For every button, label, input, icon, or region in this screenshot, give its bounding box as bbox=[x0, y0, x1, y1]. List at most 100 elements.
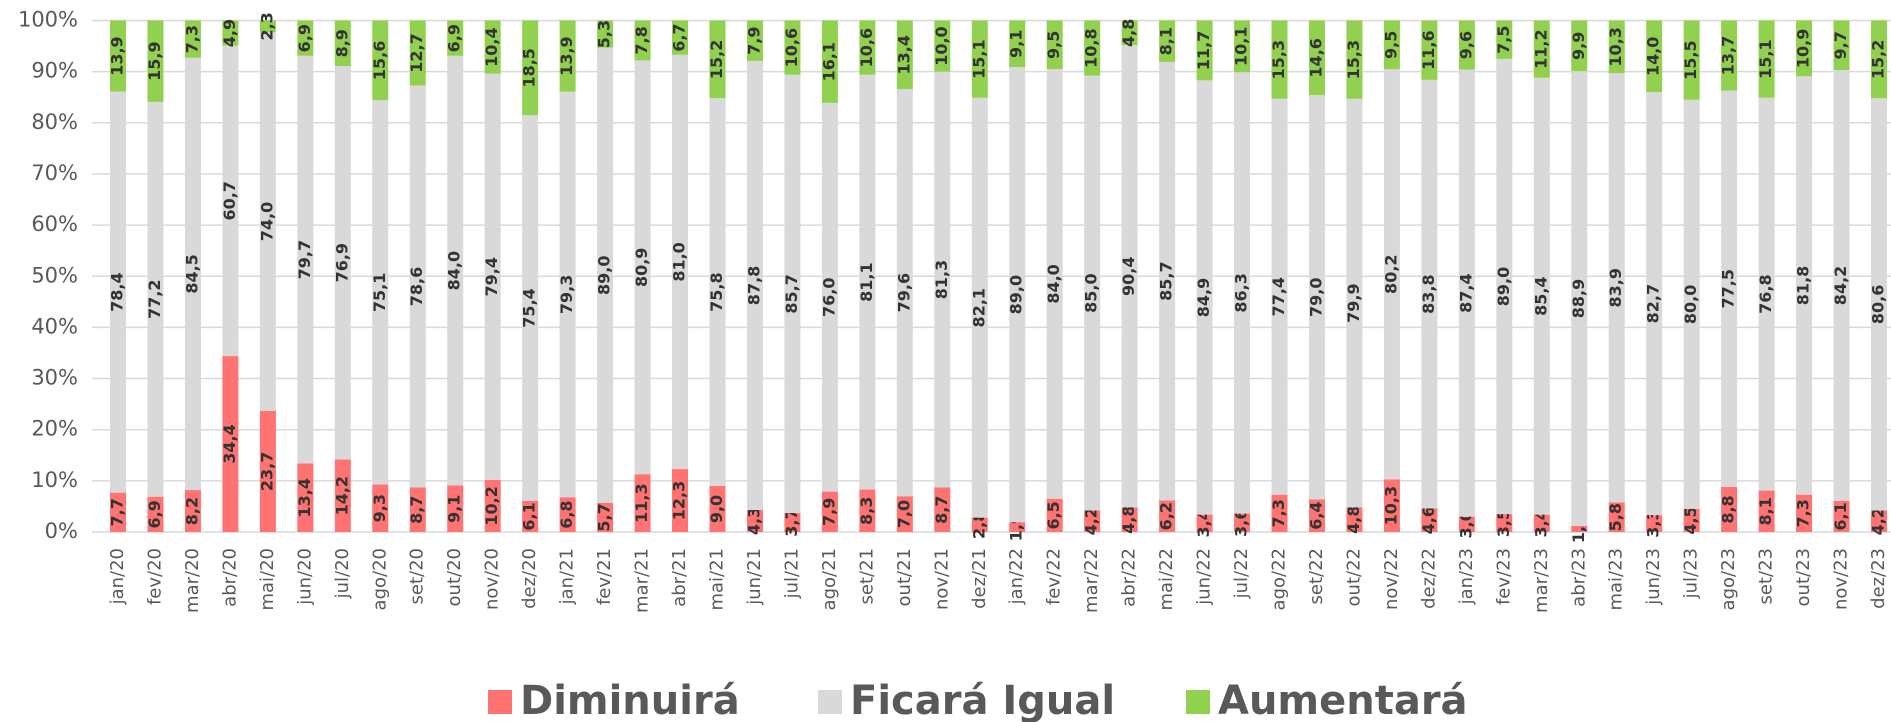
bar-segment bbox=[1571, 20, 1588, 72]
bar-segment bbox=[147, 496, 164, 532]
data-label: 79,6 bbox=[894, 273, 913, 312]
x-tick-label: fev/21 bbox=[594, 548, 615, 605]
data-label: 4,8 bbox=[1119, 19, 1138, 47]
data-label: 80,9 bbox=[632, 248, 651, 287]
bar-segment bbox=[1833, 500, 1850, 532]
bar-segment bbox=[147, 20, 164, 102]
bar-segment bbox=[746, 510, 763, 532]
x-tick-label: dez/23 bbox=[1868, 548, 1889, 609]
bar-segment bbox=[634, 60, 651, 475]
data-label: 14,0 bbox=[1644, 37, 1663, 76]
data-label: 87,8 bbox=[744, 266, 763, 305]
bar-segment bbox=[1271, 20, 1288, 99]
legend-label: Aumentará bbox=[1218, 678, 1468, 722]
data-label: 4,8 bbox=[1119, 506, 1138, 534]
data-label: 87,4 bbox=[1456, 273, 1475, 312]
bar-segment bbox=[1308, 499, 1325, 532]
data-label: 9,6 bbox=[1456, 31, 1475, 59]
data-label: 4,2 bbox=[1869, 507, 1888, 535]
data-label: 85,0 bbox=[1082, 273, 1101, 312]
data-label: 7,3 bbox=[1269, 499, 1288, 527]
data-label: 84,9 bbox=[1194, 278, 1213, 317]
bar-segment bbox=[1758, 20, 1775, 98]
x-tick-label: mar/20 bbox=[182, 548, 203, 613]
bar-segment bbox=[1196, 20, 1213, 81]
bar-segment bbox=[447, 20, 464, 56]
bar-segment bbox=[1383, 479, 1400, 532]
x-tick-label: out/22 bbox=[1343, 548, 1364, 606]
bar-segment bbox=[184, 57, 201, 491]
data-label: 84,2 bbox=[1831, 266, 1850, 305]
data-label: 15,1 bbox=[1756, 39, 1775, 78]
data-label: 80,2 bbox=[1381, 254, 1400, 293]
data-label: 9,1 bbox=[1007, 30, 1026, 58]
bar-segment bbox=[784, 20, 801, 75]
data-label: 15,3 bbox=[1269, 40, 1288, 79]
data-label: 10,3 bbox=[1381, 486, 1400, 525]
legend-swatch bbox=[488, 690, 512, 714]
data-label: 7,7 bbox=[108, 498, 127, 526]
data-label: 84,0 bbox=[445, 251, 464, 290]
data-label: 74,0 bbox=[257, 202, 276, 241]
bar-segment bbox=[1871, 510, 1887, 532]
x-tick-label: jun/21 bbox=[744, 548, 765, 606]
y-tick-label: 80% bbox=[31, 110, 78, 134]
bar-segment bbox=[971, 20, 988, 98]
data-label: 15,5 bbox=[1681, 40, 1700, 79]
data-label: 78,6 bbox=[407, 267, 426, 306]
bar-segment bbox=[522, 20, 539, 116]
bar-segment bbox=[1346, 20, 1363, 99]
legend-swatch bbox=[818, 690, 842, 714]
bar-segment bbox=[222, 45, 239, 357]
x-tick-label: set/22 bbox=[1306, 548, 1327, 604]
x-tick-label: ago/23 bbox=[1718, 548, 1739, 610]
data-label: 80,0 bbox=[1681, 285, 1700, 324]
bar-segment bbox=[297, 20, 314, 56]
data-label: 13,7 bbox=[1719, 36, 1738, 75]
bar-segment bbox=[672, 469, 689, 532]
bar-segment bbox=[522, 500, 539, 532]
data-label: 89,0 bbox=[1494, 267, 1513, 306]
bar-segment bbox=[896, 496, 913, 532]
x-tick-label: ago/21 bbox=[819, 548, 840, 610]
data-label: 75,1 bbox=[370, 273, 389, 312]
bar-segment bbox=[896, 20, 913, 90]
bar-segment bbox=[222, 356, 239, 532]
y-tick-label: 90% bbox=[31, 59, 78, 83]
x-tick-label: fev/23 bbox=[1493, 548, 1514, 605]
data-label: 7,3 bbox=[1794, 499, 1813, 527]
data-label: 13,4 bbox=[295, 478, 314, 517]
data-label: 4,8 bbox=[1344, 506, 1363, 534]
data-label: 34,4 bbox=[220, 424, 239, 463]
bar-segment bbox=[1346, 98, 1363, 508]
bar-segment bbox=[1871, 98, 1887, 511]
data-label: 4,9 bbox=[220, 19, 239, 47]
data-label: 10,2 bbox=[482, 486, 501, 525]
data-label: 80,6 bbox=[1869, 285, 1888, 324]
bar-segment bbox=[896, 89, 913, 497]
data-label: 82,1 bbox=[969, 288, 988, 327]
bar-segment bbox=[447, 55, 464, 486]
bar-segment bbox=[409, 20, 426, 86]
bar-segment bbox=[672, 54, 689, 470]
bar-segment bbox=[1796, 76, 1813, 495]
bar-segment bbox=[971, 97, 988, 518]
bar-segment bbox=[1683, 508, 1700, 532]
bar-segment bbox=[1833, 20, 1850, 71]
legend-label: Diminuirá bbox=[520, 678, 740, 722]
data-label: 5,3 bbox=[595, 20, 614, 48]
x-tick-label: jul/21 bbox=[781, 548, 802, 599]
bar-segment bbox=[1496, 58, 1513, 515]
data-label: 10,9 bbox=[1794, 29, 1813, 68]
data-label: 6,9 bbox=[145, 500, 164, 528]
y-tick-label: 30% bbox=[31, 366, 78, 390]
data-label: 5,7 bbox=[595, 503, 614, 531]
bar-segment bbox=[372, 20, 389, 101]
x-tick-label: jun/22 bbox=[1194, 548, 1215, 606]
data-label: 78,4 bbox=[108, 272, 127, 311]
x-tick-label: nov/21 bbox=[931, 548, 952, 610]
x-tick-label: set/21 bbox=[856, 548, 877, 604]
bar-segment bbox=[484, 479, 501, 532]
data-label: 79,7 bbox=[295, 240, 314, 279]
data-label: 76,9 bbox=[332, 243, 351, 282]
